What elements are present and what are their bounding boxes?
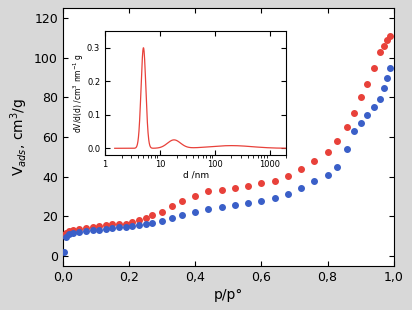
Y-axis label: dV/d(d) /cm$^3$ nm$^{-1}$ g: dV/d(d) /cm$^3$ nm$^{-1}$ g bbox=[71, 53, 86, 133]
Point bbox=[103, 223, 109, 228]
Point bbox=[311, 178, 318, 183]
Point bbox=[272, 178, 278, 183]
Point bbox=[169, 204, 176, 209]
Point bbox=[205, 189, 212, 194]
Point bbox=[129, 224, 136, 228]
Point bbox=[377, 97, 384, 102]
Point bbox=[258, 199, 265, 204]
Point bbox=[357, 95, 364, 100]
Point bbox=[324, 172, 331, 177]
Point bbox=[109, 222, 116, 227]
Point bbox=[245, 201, 251, 206]
Point bbox=[351, 129, 357, 134]
Point bbox=[311, 158, 318, 163]
Point bbox=[381, 85, 387, 90]
Point bbox=[66, 228, 73, 233]
Point bbox=[136, 223, 142, 228]
Point bbox=[334, 139, 341, 144]
Point bbox=[116, 222, 122, 227]
Point bbox=[364, 113, 370, 118]
Point bbox=[370, 105, 377, 110]
Point bbox=[129, 219, 136, 224]
Point bbox=[70, 231, 76, 236]
Point bbox=[159, 219, 165, 224]
X-axis label: d /nm: d /nm bbox=[183, 170, 209, 179]
Point bbox=[205, 207, 212, 212]
Point bbox=[387, 33, 394, 38]
Point bbox=[344, 125, 351, 130]
Point bbox=[142, 216, 149, 221]
Point bbox=[66, 232, 73, 237]
Point bbox=[116, 225, 122, 230]
Point bbox=[179, 199, 185, 204]
Point bbox=[61, 249, 68, 254]
Point bbox=[285, 173, 291, 178]
Point bbox=[61, 232, 68, 237]
Point bbox=[192, 194, 199, 199]
Point bbox=[387, 65, 394, 70]
Point bbox=[76, 229, 83, 234]
Point bbox=[218, 205, 225, 210]
Point bbox=[76, 227, 83, 232]
Point bbox=[232, 203, 238, 208]
Point bbox=[83, 226, 89, 231]
Point bbox=[272, 196, 278, 201]
Point bbox=[384, 75, 391, 80]
Point bbox=[298, 186, 304, 191]
Point bbox=[159, 210, 165, 215]
Point bbox=[351, 111, 357, 116]
Point bbox=[324, 149, 331, 154]
Point bbox=[169, 216, 176, 221]
Point bbox=[149, 221, 155, 226]
Point bbox=[122, 224, 129, 229]
Point bbox=[96, 224, 103, 228]
Point bbox=[218, 188, 225, 193]
Point bbox=[298, 166, 304, 171]
Point bbox=[63, 231, 70, 236]
Point bbox=[381, 43, 387, 48]
Point bbox=[142, 222, 149, 227]
X-axis label: p/p°: p/p° bbox=[213, 288, 243, 302]
Point bbox=[344, 146, 351, 151]
Point bbox=[136, 218, 142, 223]
Point bbox=[370, 65, 377, 70]
Point bbox=[63, 234, 70, 239]
Point bbox=[89, 224, 96, 229]
Point bbox=[285, 192, 291, 197]
Point bbox=[258, 181, 265, 186]
Point bbox=[384, 38, 391, 42]
Point bbox=[179, 213, 185, 218]
Point bbox=[103, 226, 109, 231]
Point bbox=[245, 184, 251, 189]
Point bbox=[149, 213, 155, 218]
Point bbox=[377, 49, 384, 54]
Point bbox=[122, 221, 129, 226]
Point bbox=[109, 226, 116, 231]
Point bbox=[83, 228, 89, 233]
Y-axis label: V$_{ads}$, cm$^3$/g: V$_{ads}$, cm$^3$/g bbox=[8, 98, 30, 176]
Point bbox=[70, 228, 76, 232]
Point bbox=[334, 164, 341, 169]
Point bbox=[96, 227, 103, 232]
Point bbox=[192, 210, 199, 215]
Point bbox=[232, 186, 238, 191]
Point bbox=[357, 121, 364, 126]
Point bbox=[364, 81, 370, 86]
Point bbox=[89, 228, 96, 233]
